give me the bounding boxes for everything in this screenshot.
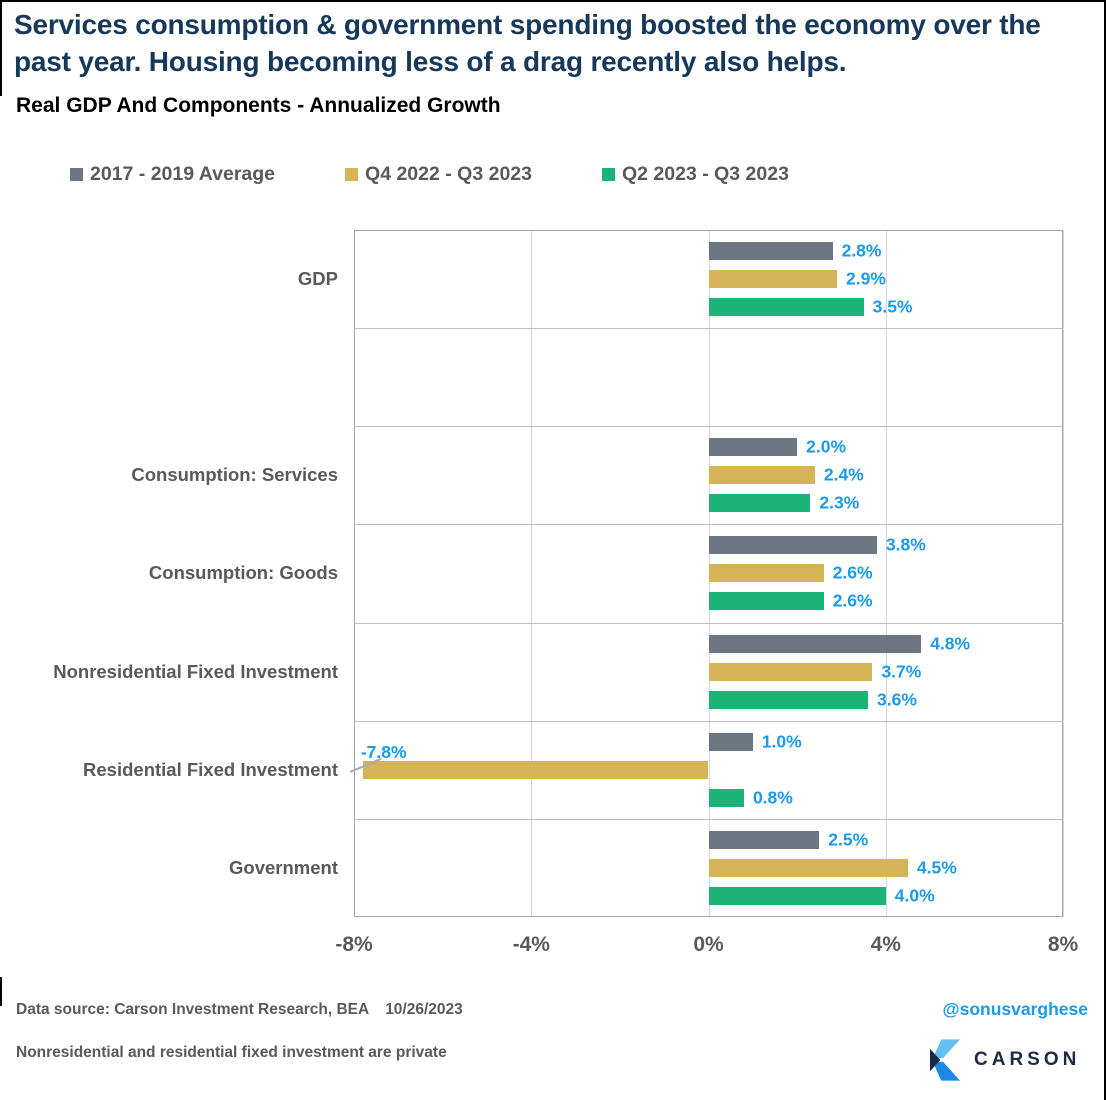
footnote: Nonresidential and residential fixed inv…	[16, 1044, 447, 1061]
row-separator	[354, 524, 1063, 526]
gridline-4%	[885, 230, 887, 917]
legend: 2017 - 2019 Average Q4 2022 - Q3 2023 Q2…	[70, 163, 789, 186]
value-label-gdp: 3.5%	[872, 296, 913, 317]
bar-q2-2023-q3-2023-consumption-goods	[708, 592, 824, 611]
legend-swatch-gold	[345, 168, 359, 181]
value-label-residential-fixed-investment: 0.8%	[752, 787, 793, 808]
value-label-nonresidential-fixed-investment: 4.8%	[930, 633, 971, 654]
legend-item-q4-2022-q3-2023: Q4 2022 - Q3 2023	[345, 163, 532, 186]
legend-swatch-green	[601, 168, 615, 181]
page-title: Services consumption & government spendi…	[14, 9, 1041, 77]
x-axis-tick-4: -4%	[512, 933, 550, 956]
value-label-gdp: 2.8%	[841, 240, 882, 261]
carson-logo-icon	[930, 1039, 960, 1081]
value-label-government: 4.5%	[916, 857, 957, 878]
bar-2017-2019-average-government	[708, 830, 820, 849]
bar-2017-2019-average-consumption-services	[708, 438, 798, 457]
bar-q2-2023-q3-2023-residential-fixed-investment	[708, 788, 744, 807]
bar-q4-2022-q3-2023-consumption-services	[708, 466, 815, 485]
row-separator	[354, 818, 1063, 820]
legend-item-q2-2023-q3-2023: Q2 2023 - Q3 2023	[601, 163, 789, 186]
carson-logo: CARSON	[930, 1038, 1080, 1082]
legend-label: Q4 2022 - Q3 2023	[365, 163, 532, 185]
legend-swatch-gray	[70, 168, 83, 181]
gridline--4%	[531, 230, 533, 917]
category-label-residential-fixed-investment: Residential Fixed Investment	[83, 758, 338, 780]
row-separator	[354, 622, 1063, 624]
value-label-consumption-services: 2.3%	[819, 492, 860, 513]
bar-q2-2023-q3-2023-gdp	[708, 298, 864, 316]
legend-label: 2017 - 2019 Average	[90, 163, 276, 185]
bar-2017-2019-average-gdp	[708, 242, 833, 260]
bar-q4-2022-q3-2023-nonresidential-fixed-investment	[708, 662, 873, 681]
x-axis-tick-8: -8%	[335, 933, 373, 956]
bar-q4-2022-q3-2023-consumption-goods	[708, 564, 824, 583]
gridline-8%	[1063, 230, 1064, 917]
row-separator	[354, 426, 1063, 428]
category-label-consumption-goods: Consumption: Goods	[148, 562, 338, 584]
carson-logo-wordmark: CARSON	[974, 1049, 1081, 1070]
data-source: Data source: Carson Investment Research,…	[16, 1001, 463, 1019]
value-label-nonresidential-fixed-investment: 3.7%	[881, 661, 922, 682]
value-label-gdp: 2.9%	[846, 268, 886, 289]
value-label-government: 4.0%	[894, 885, 935, 906]
chart-title: Real GDP And Components - Annualized Gro…	[16, 94, 501, 117]
bar-q2-2023-q3-2023-government	[708, 886, 886, 905]
bar-q4-2022-q3-2023-government	[708, 858, 908, 877]
value-label-residential-fixed-investment: 1.0%	[761, 731, 802, 752]
value-label-consumption-services: 2.0%	[806, 436, 847, 457]
window-border-left-top	[0, 2, 2, 96]
bar-q4-2022-q3-2023-residential-fixed-investment	[362, 760, 709, 779]
data-source-text: Data source: Carson Investment Research,…	[16, 1001, 370, 1018]
row-separator	[354, 720, 1063, 722]
x-axis-tick-4: 4%	[870, 933, 901, 956]
x-axis-tick-0: 0%	[693, 933, 724, 956]
twitter-handle: @sonusvarghese	[942, 999, 1088, 1019]
bar-q4-2022-q3-2023-gdp	[708, 270, 837, 288]
x-axis-tick-8: 8%	[1047, 933, 1079, 956]
value-label-consumption-goods: 2.6%	[832, 562, 873, 583]
value-label-consumption-services: 2.4%	[823, 464, 864, 485]
legend-item-2017-2019-average: 2017 - 2019 Average	[70, 163, 275, 186]
value-label-consumption-goods: 2.6%	[832, 590, 873, 611]
plot-border	[354, 230, 1063, 917]
bar-q2-2023-q3-2023-consumption-services	[708, 494, 811, 513]
value-label-consumption-goods: 3.8%	[885, 534, 926, 555]
row-separator	[354, 328, 1063, 330]
bar-2017-2019-average-consumption-goods	[708, 536, 877, 555]
bar-2017-2019-average-residential-fixed-investment	[708, 732, 753, 751]
value-label-government: 2.5%	[828, 829, 869, 850]
category-label-consumption-services: Consumption: Services	[131, 464, 338, 486]
category-label-nonresidential-fixed-investment: Nonresidential Fixed Investment	[53, 660, 338, 682]
value-label-nonresidential-fixed-investment: 3.6%	[877, 689, 917, 710]
bar-2017-2019-average-nonresidential-fixed-investment	[708, 634, 922, 653]
bar-q2-2023-q3-2023-nonresidential-fixed-investment	[708, 690, 869, 709]
value-label-residential-fixed-investment: -7.8%	[360, 741, 407, 762]
category-label-gdp: GDP	[297, 268, 338, 289]
category-label-government: Government	[229, 856, 338, 878]
data-source-date: 10/26/2023	[385, 1001, 463, 1018]
window-border-left-bottom	[0, 977, 2, 1006]
legend-label: Q2 2023 - Q3 2023	[621, 163, 789, 185]
